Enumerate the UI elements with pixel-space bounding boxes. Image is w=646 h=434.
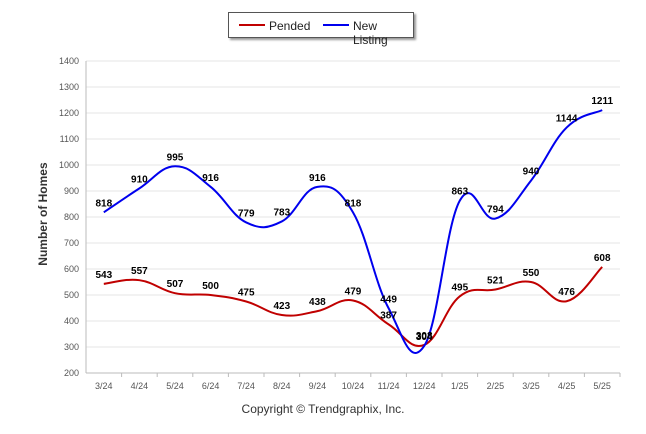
x-tick-label: 8/24 [273, 381, 291, 391]
new-listing-data-label: 783 [273, 207, 290, 218]
x-tick-label: 1/25 [451, 381, 469, 391]
new-listing-data-label: 863 [451, 187, 468, 198]
new-listing-data-label: 449 [380, 294, 397, 305]
pended-data-label: 479 [345, 286, 362, 297]
x-tick-label: 5/25 [593, 381, 611, 391]
y-tick-label: 1300 [59, 82, 79, 92]
y-tick-label: 500 [64, 290, 79, 300]
new-listing-data-label: 818 [95, 198, 112, 209]
pended-data-label: 557 [131, 266, 148, 277]
pended-legend-label: Pended [269, 19, 311, 33]
new-listing-data-label: 1211 [591, 96, 613, 107]
y-tick-label: 300 [64, 342, 79, 352]
x-tick-label: 7/24 [237, 381, 255, 391]
pended-data-label: 543 [95, 270, 112, 281]
x-tick-label: 5/24 [166, 381, 184, 391]
pended-data-label: 608 [594, 253, 611, 264]
pended-data-label: 500 [202, 281, 219, 292]
x-tick-label: 3/25 [522, 381, 540, 391]
y-tick-label: 1100 [60, 134, 79, 144]
new-listing-legend-label: New Listing [353, 19, 388, 47]
y-tick-label: 200 [64, 368, 79, 378]
new-listing-data-label: 1144 [556, 114, 578, 125]
y-tick-label: 700 [64, 238, 79, 248]
legend: Pended New Listing [228, 12, 414, 47]
x-tick-label: 3/24 [95, 381, 113, 391]
x-tick-label: 9/24 [309, 381, 327, 391]
new-listing-data-label: 779 [238, 208, 255, 219]
new-listing-line [103, 109, 603, 354]
x-tick-label: 10/24 [342, 381, 365, 391]
y-tick-label: 400 [64, 316, 79, 326]
new-listing-data-label: 916 [202, 173, 219, 184]
new-listing-data-label: 995 [167, 152, 184, 163]
pended-data-label: 387 [380, 310, 397, 321]
new-listing-data-label: 818 [345, 198, 362, 209]
pended-data-label: 495 [451, 282, 468, 293]
y-tick-label: 900 [64, 186, 79, 196]
pended-data-label: 507 [167, 279, 184, 290]
new-listing-data-label: 910 [131, 174, 148, 185]
new-listing-legend-swatch [323, 24, 349, 26]
pended-data-label: 308 [416, 331, 433, 342]
x-tick-label: 4/25 [558, 381, 576, 391]
y-axis-label: Number of Homes [36, 162, 50, 266]
new-listing-data-label: 940 [523, 167, 540, 178]
y-tick-label: 600 [64, 264, 79, 274]
new-listing-data-label: 304 [416, 332, 433, 343]
pended-data-label: 521 [487, 276, 504, 287]
copyright-text: Copyright © Trendgraphix, Inc. [241, 402, 405, 416]
pended-data-label: 476 [558, 287, 575, 298]
x-tick-label: 12/24 [413, 381, 436, 391]
pended-data-label: 475 [238, 288, 255, 299]
y-tick-label: 1000 [59, 160, 79, 170]
new-listing-data-label: 916 [309, 173, 326, 184]
y-tick-label: 800 [64, 212, 79, 222]
pended-data-label: 423 [273, 301, 290, 312]
pended-line [103, 266, 603, 348]
x-tick-label: 6/24 [202, 381, 220, 391]
pended-legend-swatch [239, 24, 265, 26]
y-tick-label: 1200 [59, 108, 79, 118]
y-tick-label: 1400 [59, 56, 79, 66]
x-tick-label: 11/24 [378, 381, 400, 391]
x-tick-label: 4/24 [131, 381, 149, 391]
pended-data-label: 550 [523, 268, 540, 279]
pended-data-label: 438 [309, 297, 326, 308]
x-tick-label: 2/25 [487, 381, 505, 391]
new-listing-data-label: 794 [487, 205, 504, 216]
